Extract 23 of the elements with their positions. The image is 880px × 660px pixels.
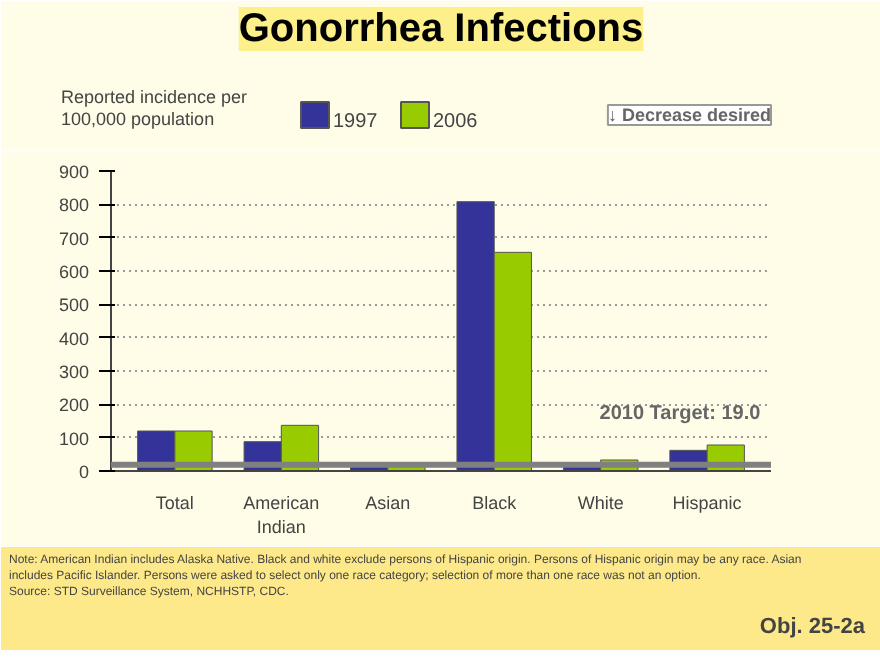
y-tick-label: 0 <box>78 462 90 482</box>
y-axis-title: Reported incidence per 100,000 population <box>61 87 248 129</box>
text: Obj. 25-2a <box>759 615 867 639</box>
legend-label: 2006 <box>433 111 479 133</box>
x-tick-label: Asian <box>365 493 411 513</box>
y-tick-label: 300 <box>58 362 90 382</box>
text: ↓ Decrease desired <box>607 105 772 125</box>
y-tick-label: 600 <box>58 262 90 282</box>
ref-line-label: 2010 Target: 19.0 <box>599 402 762 425</box>
x-tick-label: White <box>577 493 624 513</box>
y-tick-label: 800 <box>58 195 90 216</box>
legend-label: 1997 <box>333 111 379 133</box>
x-tick-label: Total <box>155 493 194 513</box>
chart-title: Gonorrhea Infections <box>238 7 644 51</box>
y-tick-label: 700 <box>58 228 90 249</box>
y-tick-label: 200 <box>58 395 90 416</box>
x-tick-label: Hispanic <box>672 493 743 513</box>
x-tick-label: Black <box>472 493 518 513</box>
y-tick-label: 100 <box>58 428 90 449</box>
y-tick-label: 900 <box>58 162 90 182</box>
x-tick-label: American Indian <box>243 493 320 537</box>
y-tick-label: 500 <box>58 295 90 316</box>
y-tick-label: 400 <box>58 328 90 349</box>
